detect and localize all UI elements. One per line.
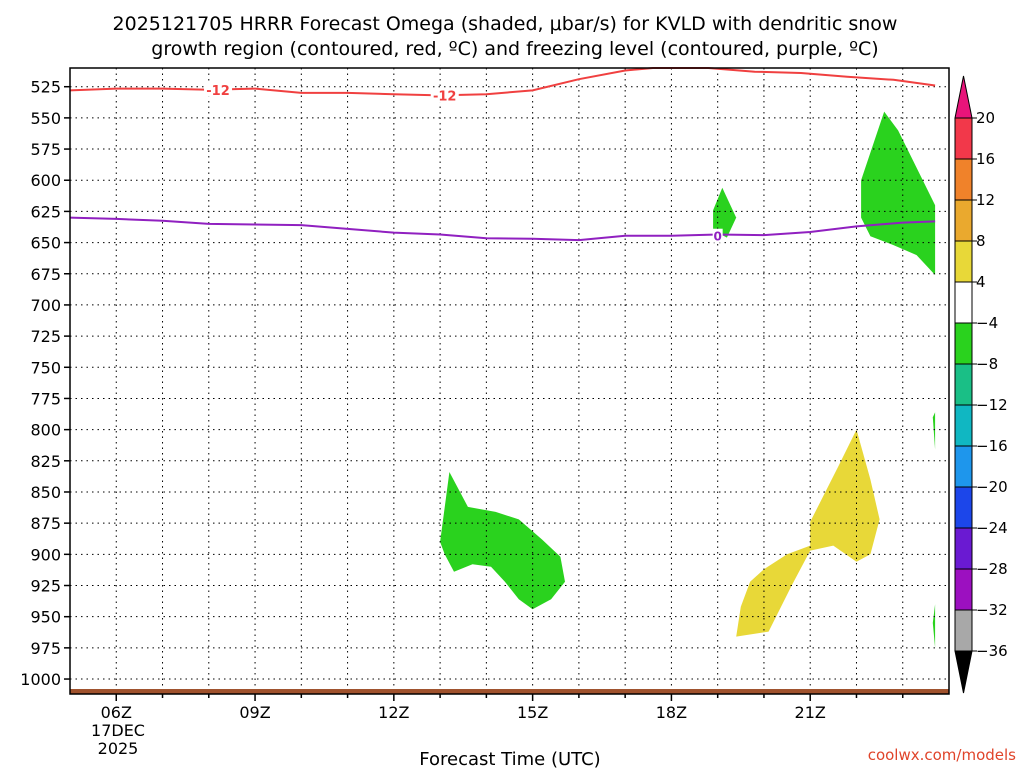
y-tick-label: 550 (30, 109, 61, 128)
y-tick-label: 575 (30, 140, 61, 159)
x-tick-label: 12Z (378, 703, 409, 722)
x-tick-label: 09Z (239, 703, 270, 722)
dendritic-contour-label: -12 (206, 84, 230, 99)
colorbar-segment (954, 117, 973, 160)
colorbar-segment (954, 445, 973, 488)
colorbar-segment (954, 199, 973, 242)
y-tick-label: 800 (30, 421, 61, 440)
contour-label-background (712, 228, 723, 243)
freezing-level-contour-line (69, 216, 936, 242)
omega-shaded-region (713, 187, 737, 238)
colorbar-label: 8 (976, 232, 986, 250)
chart-title-line-2: growth region (contoured, red, ºC) and f… (151, 38, 878, 60)
colorbar-segment (954, 158, 973, 201)
colorbar-segment (954, 486, 973, 529)
colorbar-label: −28 (976, 560, 1008, 578)
y-tick-label: 925 (30, 577, 61, 596)
omega-shaded-region (736, 429, 880, 637)
colorbar-segment (954, 363, 973, 406)
colorbar-segment (954, 609, 973, 652)
x-axis-title: Forecast Time (UTC) (419, 749, 600, 768)
y-tick-label: 675 (30, 265, 61, 284)
colorbar-segment (954, 404, 973, 447)
date-label-year: 2025 (98, 739, 139, 758)
colorbar-label: −8 (976, 355, 998, 373)
colorbar-segment (954, 322, 973, 365)
colorbar-label: −4 (976, 314, 998, 332)
y-tick-label: 600 (30, 171, 61, 190)
colorbar-label: −16 (976, 437, 1008, 455)
colorbar-top-arrow (954, 75, 973, 119)
terrain-band (70, 689, 949, 694)
y-tick-label: 525 (30, 78, 61, 97)
colorbar-label: 20 (976, 109, 995, 127)
x-tick-label: 06Z (101, 703, 132, 722)
plot-area: -12 -12 0 525 550 575 600 625 650 675 700 725 750 775… (20, 67, 950, 722)
colorbar-label: 12 (976, 191, 995, 209)
y-tick-label: 775 (30, 389, 61, 408)
contour-label-background (204, 82, 233, 97)
contour-label-background (430, 88, 459, 103)
y-tick-label: 700 (30, 296, 61, 315)
colorbar-label: 4 (976, 273, 986, 291)
credit-text: coolwx.com/models (868, 746, 1016, 764)
colorbar-legend: 20 16 12 8 4 −4 −8 −12 −16 −20 −24 −28 −32 −36 (954, 75, 1008, 694)
y-tick-label: 650 (30, 234, 61, 253)
colorbar-label: −24 (976, 519, 1008, 537)
y-tick-label: 875 (30, 514, 61, 533)
y-tick-label: 850 (30, 483, 61, 502)
x-tick-label: 18Z (656, 703, 687, 722)
colorbar-label: 16 (976, 150, 995, 168)
date-label-day: 17DEC (91, 721, 145, 740)
y-tick-label: 825 (30, 452, 61, 471)
colorbar-segment (954, 240, 973, 283)
chart-title-line-1: 2025121705 HRRR Forecast Omega (shaded, … (113, 13, 898, 35)
colorbar-label: −36 (976, 642, 1008, 660)
y-tick-label: 975 (30, 639, 61, 658)
colorbar-label: −12 (976, 396, 1008, 414)
plot-background (70, 68, 949, 694)
colorbar-bottom-arrow (954, 650, 973, 694)
omega-shaded-region (932, 604, 936, 648)
colorbar-segment (954, 527, 973, 570)
x-tick-label: 15Z (517, 703, 548, 722)
plot-frame (69, 67, 950, 695)
y-tick-label: 725 (30, 327, 61, 346)
x-tick-label: 21Z (795, 703, 826, 722)
omega-shaded-region (440, 472, 565, 610)
colorbar-segment (954, 281, 973, 324)
freezing-contour-label: 0 (714, 230, 722, 244)
y-tick-label: 625 (30, 202, 61, 221)
y-tick-label: 900 (30, 545, 61, 564)
y-tick-label: 1000 (20, 670, 61, 689)
colorbar-label: −32 (976, 601, 1008, 619)
y-tick-label: 750 (30, 358, 61, 377)
colorbar-label: −20 (976, 478, 1008, 496)
colorbar-segment (954, 568, 973, 611)
y-tick-label: 950 (30, 608, 61, 627)
omega-shaded-region (861, 111, 936, 275)
omega-shaded-region (932, 412, 936, 450)
dendritic-contour-label: -12 (433, 89, 457, 104)
